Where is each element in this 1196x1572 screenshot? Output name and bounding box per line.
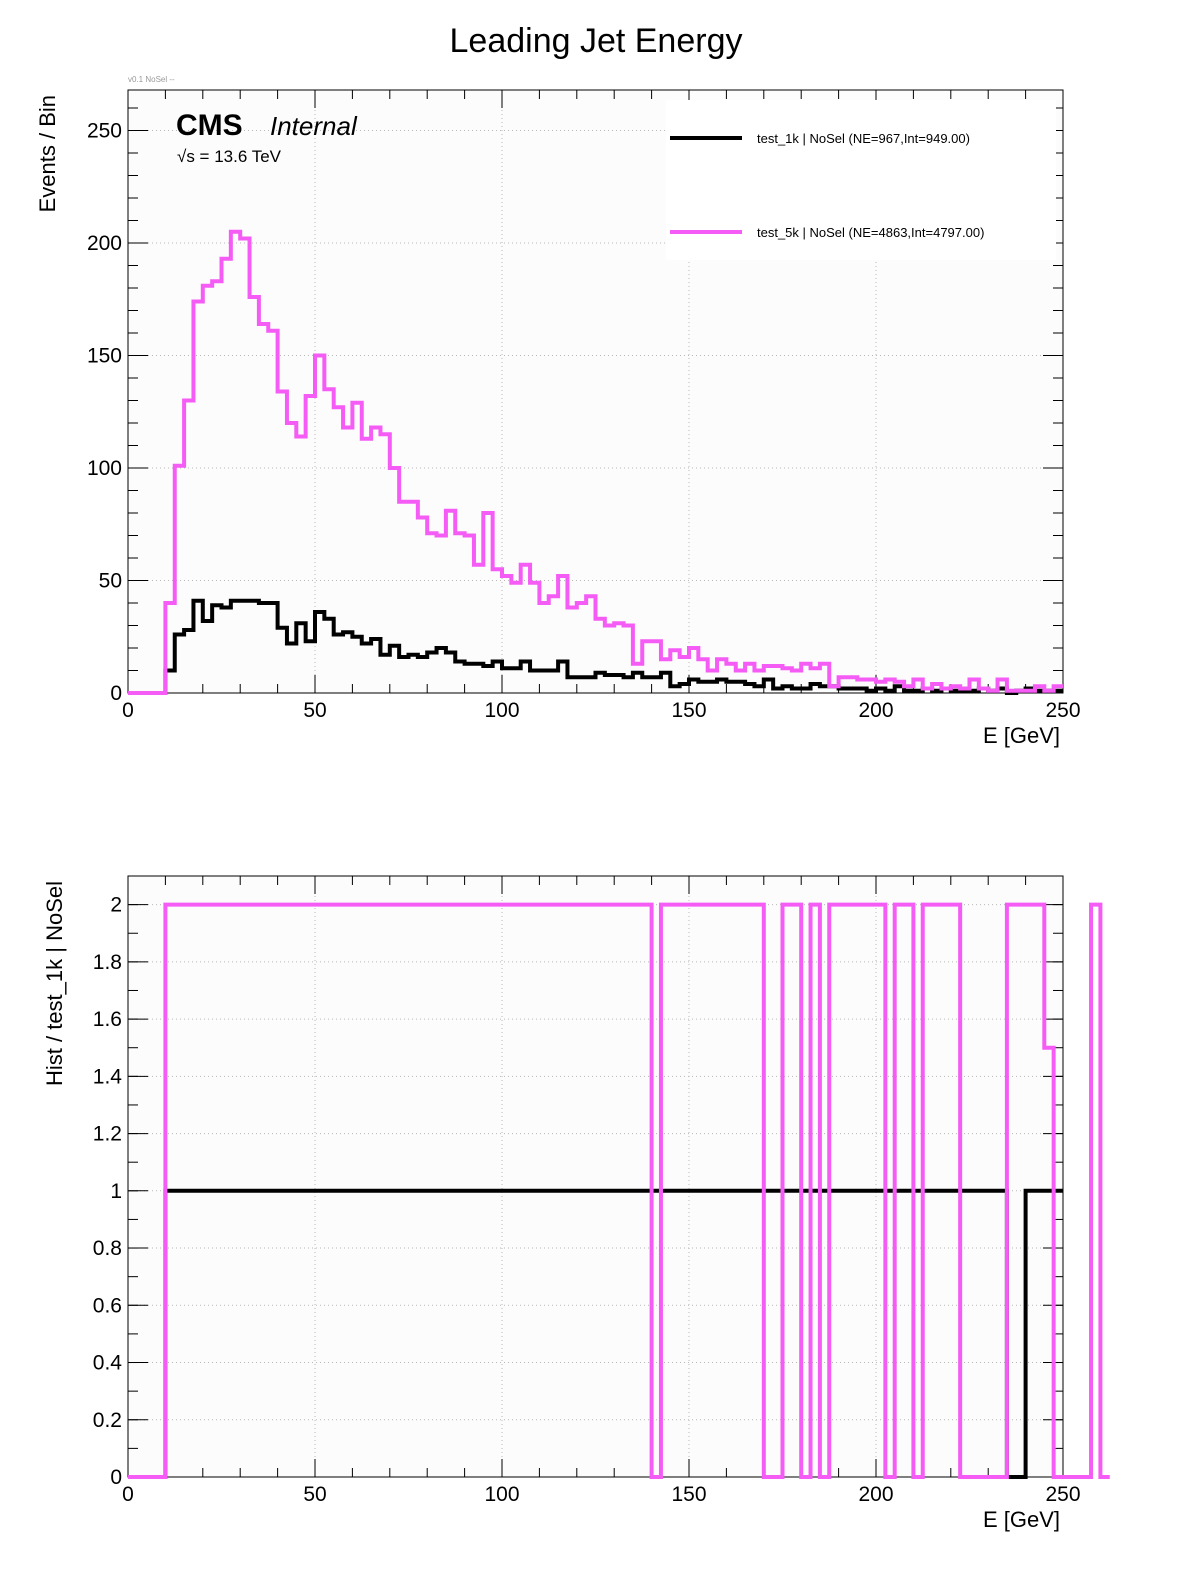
ratio-x-tick-label: 200 [858,1483,893,1506]
ratio-y-tick-label: 1.4 [93,1065,123,1088]
ratio-panel: 0 50 100 150 200 250 0 0.2 0.4 0.6 0.8 1 1.2 1.4 1.6 1.… [42,875,1110,1532]
ratio-y-tick-label: 0.2 [93,1409,122,1432]
top-y-axis-label: Events / Bin [35,95,60,212]
legend-entry-test_5k: test_5k | NoSel (NE=4863,Int=4797.00) [757,225,984,240]
energy-label: √s = 13.6 TeV [177,147,282,166]
ratio-series-line-test_5k [128,902,1110,1479]
top-y-tick-label: 200 [87,232,122,255]
top-x-tick-label: 200 [858,699,893,722]
ratio-y-tick-label: 0.6 [93,1294,122,1317]
top-x-tick-label: 150 [671,699,706,722]
ratio-y-tick-label: 1.6 [93,1008,122,1031]
top-series-line-test_5k [128,229,1063,695]
legend-entry-test_1k: test_1k | NoSel (NE=967,Int=949.00) [757,131,970,146]
ratio-x-tick-label: 0 [122,1483,134,1506]
top-x-tick-label: 100 [484,699,519,722]
cms-label: CMS [176,109,243,142]
top-y-tick-label: 150 [87,345,122,368]
ratio-x-tick-label: 100 [484,1483,519,1506]
ratio-y-tick-label: 1.2 [93,1123,122,1146]
ratio-x-axis-label: E [GeV] [983,1507,1060,1532]
top-y-tick-label: 100 [87,457,122,480]
ratio-y-axis-label: Hist / test_1k | NoSel [42,881,67,1086]
chart-title: Leading Jet Energy [450,22,743,60]
top-y-tick-label: 250 [87,120,122,143]
top-x-axis-label: E [GeV] [983,723,1060,748]
top-y-tick-label: 0 [110,682,122,705]
internal-label: Internal [270,111,358,141]
ratio-y-tick-label: 0.8 [93,1237,122,1260]
top-x-tick-label: 0 [122,699,134,722]
ratio-x-tick-label: 50 [303,1483,326,1506]
legend: test_1k | NoSel (NE=967,Int=949.00) test_… [666,100,1056,260]
top-y-tick-label: 50 [99,570,122,593]
ratio-plot-frame [127,875,1064,1478]
version-label: v0.1 NoSel -- [128,75,175,84]
top-x-tick-label: 250 [1045,699,1080,722]
ratio-x-tick-label: 150 [671,1483,706,1506]
ratio-y-tick-label: 1 [110,1180,122,1203]
ratio-y-tick-label: 1.8 [93,951,122,974]
ratio-y-tick-label: 0 [110,1466,122,1489]
ratio-y-tick-label: 2 [110,894,122,917]
top-x-tick-label: 50 [303,699,326,722]
ratio-y-tick-label: 0.4 [93,1352,123,1375]
ratio-x-tick-label: 250 [1045,1483,1080,1506]
